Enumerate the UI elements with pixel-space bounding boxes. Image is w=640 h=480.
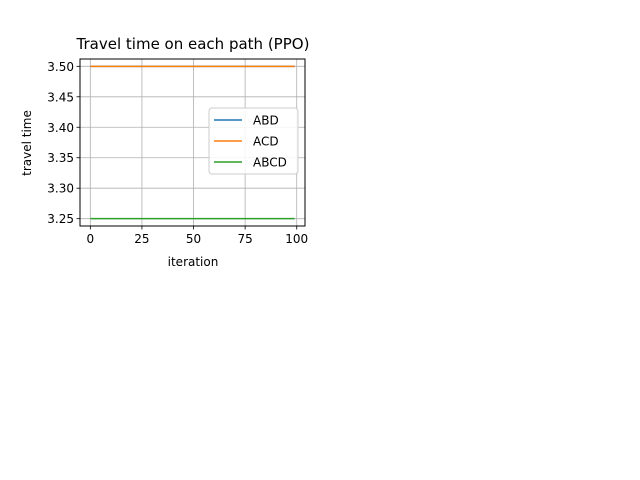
y-axis-label: travel time (20, 110, 34, 176)
x-tick-label: 0 (87, 232, 95, 246)
y-tick-label: 3.50 (47, 60, 74, 74)
chart-title: Travel time on each path (PPO) (76, 35, 310, 53)
y-tick-label: 3.30 (47, 182, 74, 196)
x-tick-label: 100 (285, 232, 308, 246)
legend-label-abd: ABD (253, 114, 279, 128)
x-tick-label: 75 (237, 232, 252, 246)
y-axis-ticks: 3.25 3.30 3.35 3.40 3.45 3.50 (47, 60, 80, 226)
legend-label-acd: ACD (253, 135, 279, 149)
x-tick-label: 50 (186, 232, 201, 246)
y-tick-label: 3.35 (47, 151, 74, 165)
legend-label-abcd: ABCD (253, 156, 287, 170)
plot-frame (79, 58, 306, 227)
y-tick-label: 3.25 (47, 212, 74, 226)
legend-box (208, 107, 299, 175)
series-lines (90, 65, 295, 220)
x-axis-ticks: 0 25 50 75 100 (87, 226, 308, 246)
x-tick-label: 25 (134, 232, 149, 246)
x-axis-label: iteration (168, 255, 219, 269)
y-tick-label: 3.45 (47, 90, 74, 104)
y-tick-label: 3.40 (47, 121, 74, 135)
legend: ABD ACD ABCD (208, 107, 299, 175)
